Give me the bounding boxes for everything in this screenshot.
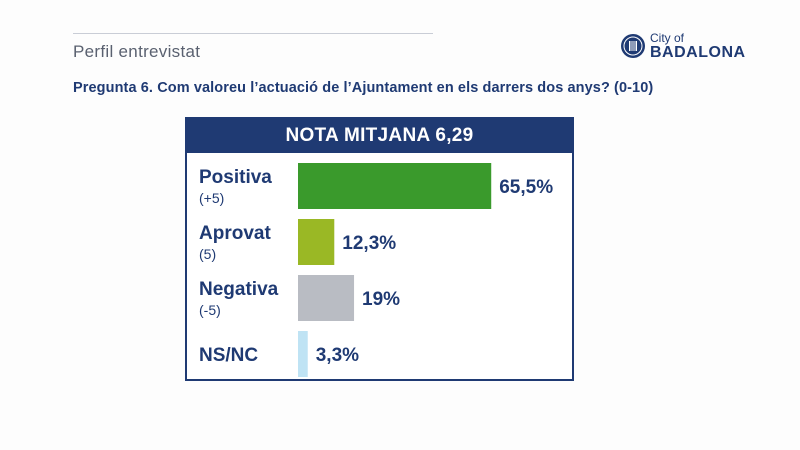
city-seal-icon bbox=[621, 34, 645, 58]
bar-chart: Positiva (+5) 65,5% Aprovat (5) 12,3% Negativa… bbox=[199, 163, 553, 377]
category-sublabel-negativa: (-5) bbox=[199, 302, 221, 318]
bar-negativa bbox=[298, 275, 355, 321]
value-label-aprovat: 12,3% bbox=[342, 233, 396, 254]
question-text: Pregunta 6. Com valoreu l’actuació de l’… bbox=[73, 80, 654, 96]
category-label-negativa: Negativa bbox=[199, 279, 279, 300]
bar-ns-nc bbox=[298, 331, 308, 377]
chart-title: NOTA MITJANA 6,29 bbox=[187, 119, 572, 153]
bar-aprovat bbox=[298, 219, 335, 265]
city-logo: City of BADALONA bbox=[620, 30, 750, 64]
section-title: Perfil entrevistat bbox=[73, 42, 201, 61]
category-label-aprovat: Aprovat bbox=[199, 223, 271, 244]
category-sublabel-positiva: (+5) bbox=[199, 190, 224, 206]
chart-panel: NOTA MITJANA 6,29 Positiva (+5) 65,5% Aprov… bbox=[185, 117, 574, 381]
category-label-positiva: Positiva bbox=[199, 167, 272, 188]
logo-city-name: BADALONA bbox=[650, 44, 746, 61]
bar-positiva bbox=[298, 163, 492, 209]
value-label-negativa: 19% bbox=[362, 289, 400, 310]
header-divider bbox=[73, 33, 433, 34]
value-label-positiva: 65,5% bbox=[499, 177, 553, 198]
value-label-ns-nc: 3,3% bbox=[316, 345, 359, 366]
category-label-ns-nc: NS/NC bbox=[199, 345, 258, 366]
logo-small-text: City of bbox=[650, 31, 685, 45]
category-sublabel-aprovat: (5) bbox=[199, 246, 216, 262]
